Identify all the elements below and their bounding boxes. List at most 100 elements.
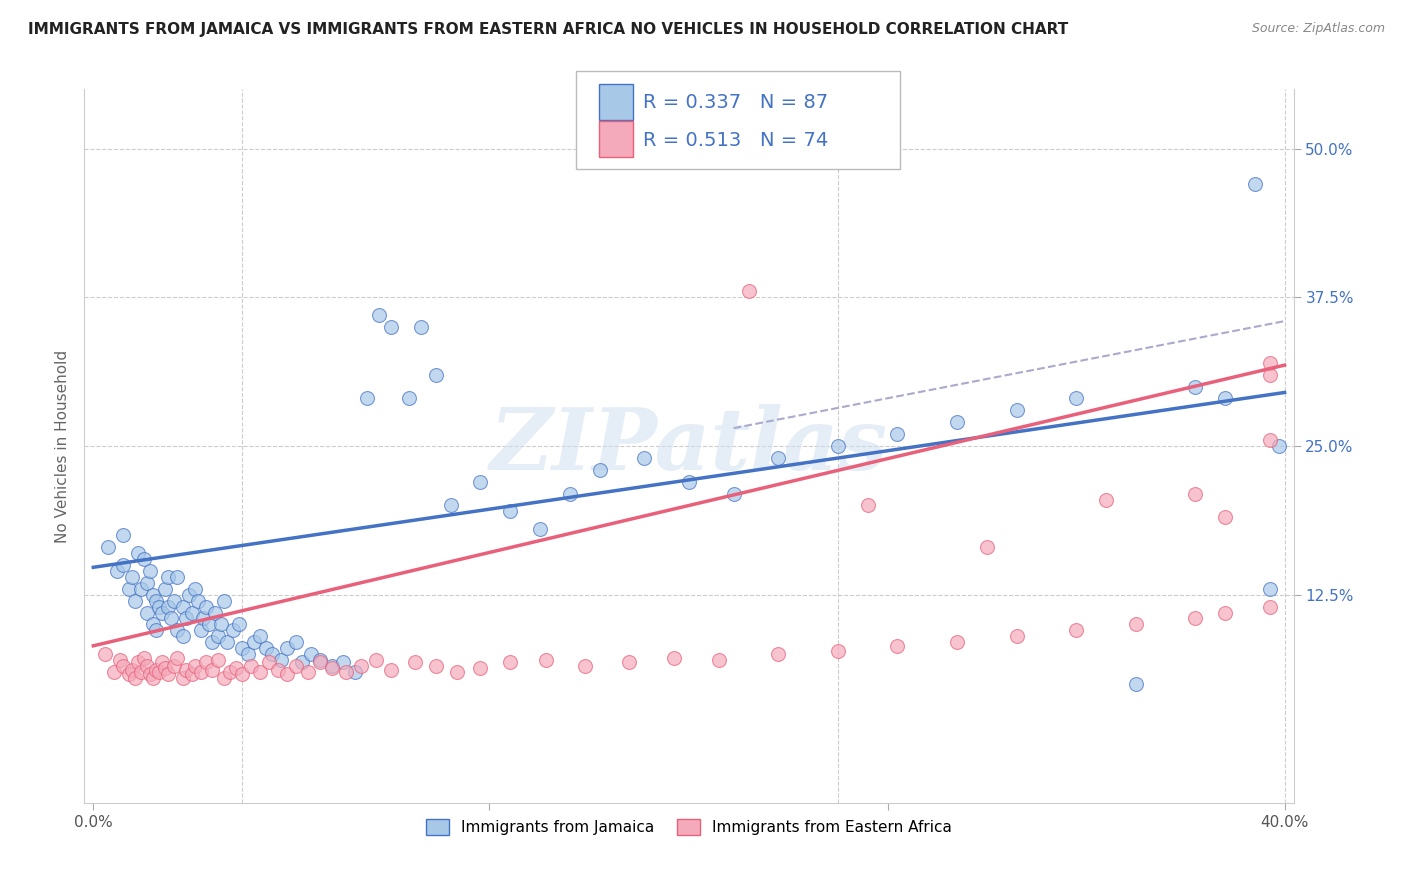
Point: [1125, 677, 1147, 691]
Point: [177, 588, 200, 602]
Point: [291, 656, 314, 670]
Point: [222, 624, 245, 638]
Point: [946, 635, 969, 649]
Point: [166, 650, 188, 665]
Point: [163, 593, 186, 607]
Point: [827, 643, 849, 657]
Point: [404, 656, 426, 670]
Point: [299, 647, 322, 661]
Point: [1258, 599, 1281, 614]
Point: [150, 606, 173, 620]
Point: [1005, 403, 1028, 417]
Point: [284, 659, 307, 673]
Point: [183, 582, 205, 596]
Point: [1213, 392, 1236, 406]
Point: [276, 667, 298, 681]
Point: [172, 629, 194, 643]
Point: [499, 504, 522, 518]
Point: [1213, 606, 1236, 620]
Point: [723, 486, 745, 500]
Point: [97, 540, 120, 554]
Point: [446, 665, 468, 679]
Point: [163, 659, 186, 673]
Point: [112, 659, 135, 673]
Point: [145, 593, 167, 607]
Point: [1184, 486, 1206, 500]
Point: [707, 653, 730, 667]
Point: [204, 606, 226, 620]
Point: [156, 599, 179, 614]
Point: [768, 647, 790, 661]
Point: [150, 656, 173, 670]
Point: [172, 671, 194, 685]
Point: [112, 558, 135, 572]
Point: [1184, 379, 1206, 393]
Point: [238, 647, 260, 661]
Point: [856, 499, 879, 513]
Point: [558, 486, 581, 500]
Point: [225, 661, 247, 675]
Point: [260, 647, 283, 661]
Legend: Immigrants from Jamaica, Immigrants from Eastern Africa: Immigrants from Jamaica, Immigrants from…: [419, 814, 959, 841]
Point: [297, 665, 319, 679]
Point: [249, 665, 271, 679]
Point: [214, 593, 236, 607]
Point: [94, 647, 117, 661]
Point: [129, 582, 152, 596]
Point: [195, 599, 218, 614]
Point: [1258, 356, 1281, 370]
Text: IMMIGRANTS FROM JAMAICA VS IMMIGRANTS FROM EASTERN AFRICA NO VEHICLES IN HOUSEHO: IMMIGRANTS FROM JAMAICA VS IMMIGRANTS FR…: [28, 22, 1069, 37]
Point: [180, 606, 202, 620]
Text: Source: ZipAtlas.com: Source: ZipAtlas.com: [1251, 22, 1385, 36]
Text: R = 0.337   N = 87: R = 0.337 N = 87: [643, 93, 828, 112]
Point: [153, 661, 176, 675]
Point: [633, 450, 655, 465]
Point: [470, 661, 492, 675]
Point: [398, 392, 420, 406]
Point: [153, 582, 176, 596]
Point: [108, 653, 131, 667]
Point: [1267, 439, 1289, 453]
Point: [142, 617, 165, 632]
Point: [768, 450, 790, 465]
Point: [156, 570, 179, 584]
Point: [1005, 629, 1028, 643]
Point: [190, 624, 212, 638]
Point: [124, 671, 146, 685]
Point: [201, 663, 224, 677]
Point: [356, 392, 378, 406]
Point: [1258, 433, 1281, 447]
Point: [308, 656, 330, 670]
Point: [1125, 617, 1147, 632]
Point: [440, 499, 463, 513]
Point: [240, 659, 263, 673]
Point: [219, 665, 242, 679]
Point: [127, 656, 149, 670]
Point: [193, 611, 215, 625]
Point: [139, 564, 162, 578]
Point: [121, 570, 143, 584]
Point: [132, 552, 155, 566]
Point: [207, 653, 229, 667]
Point: [174, 611, 197, 625]
Point: [132, 650, 155, 665]
Point: [135, 659, 157, 673]
Point: [380, 663, 402, 677]
Point: [156, 667, 179, 681]
Point: [249, 629, 271, 643]
Point: [321, 661, 343, 675]
Point: [190, 665, 212, 679]
Point: [127, 546, 149, 560]
Point: [409, 320, 432, 334]
Text: R = 0.513   N = 74: R = 0.513 N = 74: [643, 130, 828, 150]
Point: [1213, 510, 1236, 524]
Point: [588, 463, 610, 477]
Point: [662, 650, 685, 665]
Point: [1064, 624, 1087, 638]
Point: [332, 656, 354, 670]
Point: [174, 663, 197, 677]
Point: [529, 522, 551, 536]
Point: [105, 564, 128, 578]
Point: [1258, 582, 1281, 596]
Point: [209, 617, 232, 632]
